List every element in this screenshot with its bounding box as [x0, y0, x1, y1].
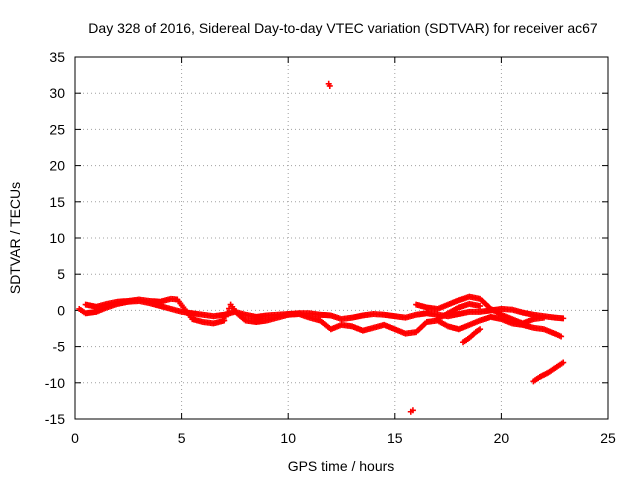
data-point — [409, 407, 416, 414]
data-point — [477, 303, 484, 310]
plot-area-border — [74, 56, 609, 420]
y-tick-label: 20 — [49, 158, 65, 174]
y-tick-label: 25 — [49, 121, 65, 137]
x-tick-label: 15 — [387, 430, 403, 446]
data-points — [76, 80, 567, 415]
x-tick-label: 25 — [600, 430, 616, 446]
y-tick-label: 0 — [57, 302, 65, 318]
axis-ticks: 0 5 10 15 20 25 -15 -10 -5 0 5 10 15 20 25 30 35 — [45, 49, 616, 446]
y-axis-label: SDTVAR / TECUs — [7, 182, 23, 294]
data-point — [558, 333, 565, 340]
data-point — [224, 309, 231, 316]
x-tick-label: 20 — [494, 430, 510, 446]
data-point — [221, 317, 228, 324]
data-point — [477, 326, 484, 333]
x-tick-label: 0 — [71, 430, 79, 446]
data-point — [222, 313, 229, 320]
y-tick-label: -5 — [53, 339, 66, 355]
y-tick-label: -10 — [45, 375, 65, 391]
x-tick-label: 10 — [280, 430, 296, 446]
y-tick-label: 30 — [49, 85, 65, 101]
x-axis-label: GPS time / hours — [288, 458, 395, 474]
data-point — [541, 314, 548, 321]
y-tick-label: 35 — [49, 49, 65, 65]
y-tick-label: -15 — [45, 411, 65, 427]
y-tick-label: 10 — [49, 230, 65, 246]
chart-title: Day 328 of 2016, Sidereal Day-to-day VTE… — [88, 20, 598, 36]
data-point — [560, 315, 567, 322]
grid-lines — [75, 57, 608, 419]
y-tick-label: 5 — [57, 266, 65, 282]
data-point — [560, 359, 567, 366]
y-tick-label: 15 — [49, 194, 65, 210]
data-point — [326, 82, 333, 89]
x-tick-label: 5 — [178, 430, 186, 446]
